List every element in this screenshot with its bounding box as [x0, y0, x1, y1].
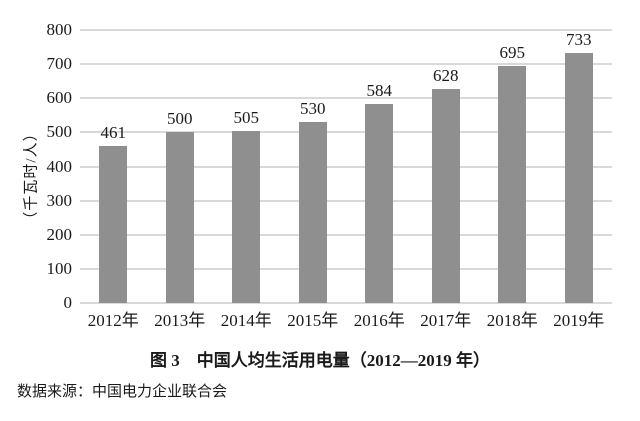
gridline: [80, 233, 612, 236]
y-axis-tick-label: 800: [46, 20, 73, 39]
x-axis-category-label: 2013年: [154, 311, 206, 330]
y-axis-tick-label: 700: [46, 54, 73, 74]
figure-caption: 图 3 中国人均生活用电量（2012—2019 年）: [150, 351, 490, 370]
bar: [298, 122, 327, 303]
bar-value-label: 695: [499, 42, 526, 62]
bar-slot: 505: [213, 30, 280, 303]
y-axis-tick-label: 300: [46, 190, 73, 210]
x-axis-category-label: 2018年: [486, 311, 538, 330]
x-axis-category-label: 2016年: [353, 311, 405, 330]
bar-slot: 461: [80, 30, 147, 303]
bar-value-label: 505: [233, 107, 260, 127]
bar-value-label: 500: [167, 109, 193, 129]
gridline: [80, 165, 612, 168]
gridline: [80, 97, 612, 100]
x-axis-category-label: 2015年: [287, 311, 339, 330]
data-source-note: 数据来源：中国电力企业联合会: [17, 384, 228, 400]
y-axis-tick-label: 500: [46, 122, 73, 142]
x-axis-category-label: 2017年: [420, 311, 472, 330]
bar: [431, 88, 460, 303]
gridline: [80, 199, 612, 202]
y-axis-tick-label: 0: [63, 293, 73, 312]
bar-value-label: 628: [433, 65, 459, 85]
bar: [165, 132, 194, 303]
bar: [99, 145, 128, 303]
y-axis-tick-label: 400: [46, 156, 73, 176]
y-axis-tick-label: 600: [46, 88, 73, 108]
bar: [564, 52, 593, 303]
bar-value-label: 733: [566, 29, 592, 49]
bar-slot: 733: [546, 30, 613, 303]
gridline: [80, 267, 612, 270]
x-axis-category-label: 2012年: [87, 311, 139, 330]
bar-slot: 584: [346, 30, 413, 303]
bar-slot: 530: [280, 30, 347, 303]
x-axis-category-label: 2019年: [553, 311, 605, 330]
y-axis-tick-label: 100: [46, 258, 73, 278]
bar-value-label: 584: [366, 80, 393, 100]
bar: [232, 130, 261, 303]
gridline: [80, 29, 612, 31]
bar-slot: 695: [479, 30, 546, 303]
bar: [365, 103, 394, 303]
gridline: [80, 131, 612, 134]
plot-area: 461 500 505 530 584 628 695 733: [80, 29, 612, 304]
gridline: [80, 63, 612, 66]
y-axis-tick-label: 200: [46, 224, 73, 244]
bars-container: 461 500 505 530 584 628 695 733: [80, 30, 612, 303]
bar: [498, 65, 527, 303]
gridline: [80, 302, 612, 304]
bar-slot: 628: [413, 30, 480, 303]
bar-value-label: 461: [100, 122, 127, 142]
bar-value-label: 530: [300, 99, 326, 119]
x-axis-category-label: 2014年: [220, 311, 272, 330]
bar-slot: 500: [147, 30, 214, 303]
x-axis-labels: 2012年 2013年 2014年 2015年 2016年 2017年 2018年 2019年: [80, 311, 612, 331]
